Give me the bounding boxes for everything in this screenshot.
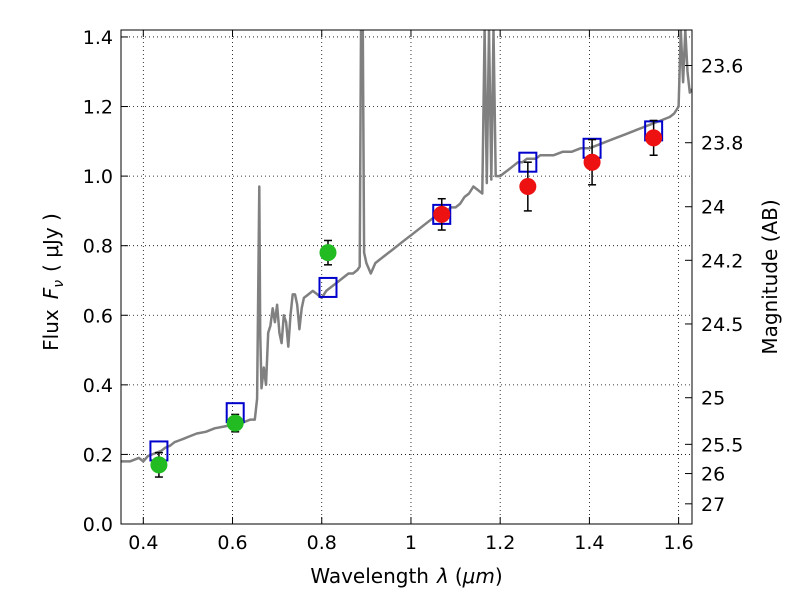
plot-frame: [120, 29, 693, 525]
right-axis-label: Magnitude (AB): [758, 199, 782, 354]
x-tick-label: 0.4: [128, 532, 158, 554]
right-axis-tick-label: 24: [701, 197, 725, 219]
x-axis-label-unit: μm: [462, 564, 495, 588]
observed-flux-point: [583, 153, 601, 171]
x-axis-label-text: Wavelength: [310, 564, 429, 588]
x-tick-label: 0.8: [307, 532, 337, 554]
y-tick-label: 0.2: [83, 444, 113, 466]
y-tick-label: 0.6: [83, 305, 113, 327]
right-axis-tick-label: 24.2: [701, 250, 743, 272]
observed-flux-point: [433, 205, 451, 223]
x-tick-label: 1: [405, 532, 417, 554]
x-axis-label-open: (: [455, 564, 463, 588]
right-axis-tick-label: 23.8: [701, 133, 743, 155]
observed-flux-point: [226, 414, 244, 432]
x-tick-label: 0.6: [217, 532, 247, 554]
right-axis-tick-label: 27: [701, 494, 725, 516]
right-axis-tick-label: 26: [701, 464, 725, 486]
axis-ticks: 0.4 0.6 0.8 1 1.2 1.4 1.6 0.0 0.2 0.4 0.6 0.8 1.0 1.2…: [83, 27, 744, 554]
model-photometry-square: [318, 276, 338, 298]
y-tick-label: 0.0: [83, 514, 113, 536]
right-axis-tick-label: 24.5: [701, 314, 743, 336]
spectrum-layer: [121, 30, 692, 463]
observed-flux-point: [150, 456, 168, 474]
y-tick-label: 1.4: [83, 27, 113, 49]
x-axis-label-symbol: λ: [436, 564, 449, 588]
model-spectrum-line: [121, 30, 692, 463]
y-axis-label: Flux Fν ( μJy ): [39, 213, 67, 351]
y-axis-label-symbol: F: [39, 287, 63, 299]
x-tick-label: 1.2: [485, 532, 515, 554]
y-tick-label: 1.2: [83, 97, 113, 119]
observed-flux-point: [645, 129, 663, 147]
grid: [121, 30, 692, 524]
y-axis-label-subscript: ν: [51, 280, 67, 288]
y-axis-label-text: Flux: [39, 309, 63, 351]
x-axis-label-close: ): [495, 564, 503, 588]
observed-flux-point: [319, 244, 337, 262]
x-axis-label: Wavelength λ (μm): [310, 564, 502, 588]
x-tick-label: 1.6: [664, 532, 694, 554]
y-tick-label: 0.8: [83, 236, 113, 258]
right-axis-tick-label: 25: [701, 388, 725, 410]
marker-layer: [149, 119, 664, 478]
right-axis-tick-label: 25.5: [701, 434, 743, 456]
x-tick-label: 1.4: [574, 532, 604, 554]
right-axis-tick-label: 23.6: [701, 55, 743, 77]
y-axis-label-unit: ( μJy ): [39, 213, 63, 272]
y-tick-label: 0.4: [83, 375, 113, 397]
y-tick-label: 1.0: [83, 166, 113, 188]
observed-flux-point: [519, 178, 537, 196]
